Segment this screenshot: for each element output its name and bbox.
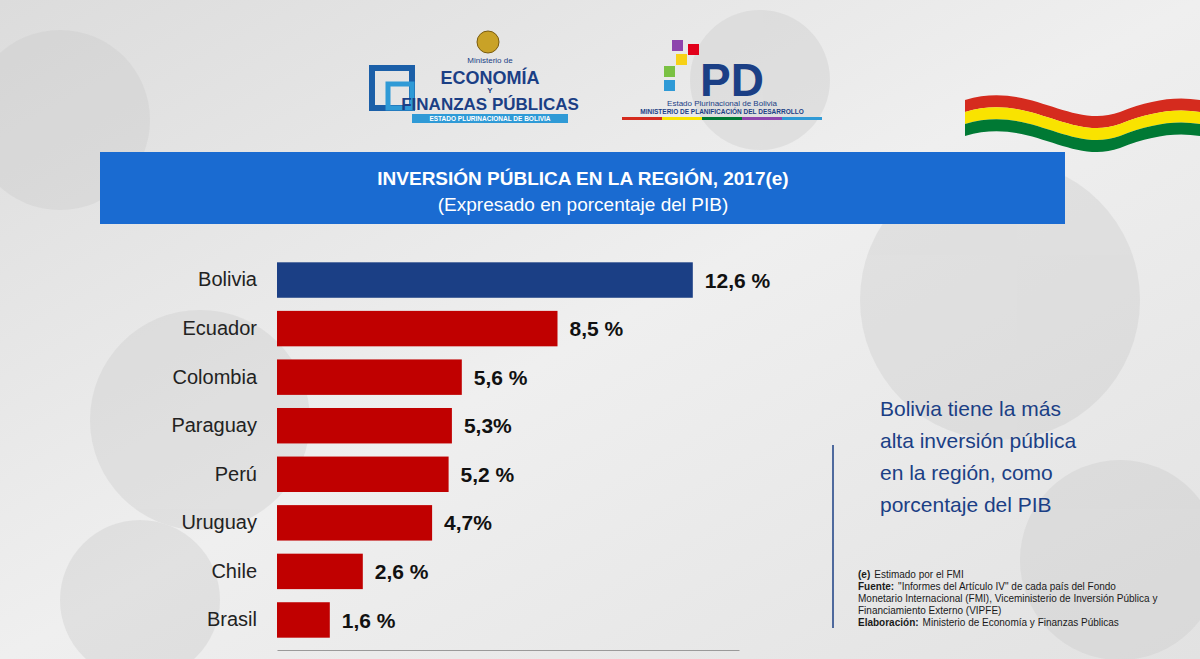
data-label: 5,6 % <box>474 366 528 389</box>
bar <box>277 554 363 589</box>
tick-label: Chile <box>211 560 257 582</box>
title-banner <box>100 152 1065 224</box>
bars <box>277 262 693 637</box>
axis-line <box>278 650 740 651</box>
data-label: 5,3% <box>464 414 512 437</box>
logo-rule <box>662 117 702 120</box>
logo-text: Estado Plurinacional de Bolivia <box>667 99 777 108</box>
logo-rule <box>622 117 662 120</box>
x-axis <box>278 650 740 651</box>
bar <box>277 359 462 394</box>
data-label: 8,5 % <box>570 317 624 340</box>
annotation-text: alta inversión pública <box>880 429 1076 452</box>
y-tick: Perú <box>215 463 257 485</box>
note-text: Estimado por el FMI <box>874 569 963 580</box>
data-label: 12,6 % <box>705 269 771 292</box>
logo-text: Ministerio de <box>467 56 513 65</box>
title: INVERSIÓN PÚBLICA EN LA REGIÓN, 2017(e) <box>377 168 788 189</box>
bar <box>277 262 693 297</box>
bar <box>277 505 432 540</box>
y-tick: Bolivia <box>198 268 258 290</box>
subtitle: (Expresado en porcentaje del PIB) <box>438 194 728 215</box>
logo-rule <box>742 117 782 120</box>
logo-text: Y <box>487 86 493 95</box>
logo-text: FINANZAS PÚBLICAS <box>401 95 579 114</box>
note: Elaboración: Ministerio de Economía y Fin… <box>858 617 1119 628</box>
logo-square <box>672 40 683 51</box>
decoration <box>60 520 220 659</box>
decoration <box>690 10 830 150</box>
y-tick: Brasil <box>207 608 257 630</box>
decoration <box>1020 460 1200 659</box>
tick-label: Ecuador <box>183 317 258 339</box>
y-tick: Chile <box>211 560 257 582</box>
notes: (e) Estimado por el FMIFuente: "Informes d… <box>858 569 1157 628</box>
annotation: Bolivia tiene la más alta inversión públi… <box>880 397 1076 516</box>
data-label: 5,2 % <box>461 463 515 486</box>
logo-square <box>664 66 675 77</box>
tick-label: Uruguay <box>181 511 257 533</box>
logo-square <box>664 80 675 91</box>
logo-text: ECONOMÍA <box>441 67 540 88</box>
note-text: Ministerio de Economía y Finanzas Públic… <box>923 617 1119 628</box>
tick-label: Colombia <box>173 366 258 388</box>
coat-of-arms <box>477 31 499 53</box>
background-decoration <box>0 10 1200 659</box>
note-label: Elaboración: <box>858 617 919 628</box>
note: (e) Estimado por el FMI <box>858 569 964 580</box>
annotation-text: en la región, como <box>880 461 1053 484</box>
y-tick: Uruguay <box>181 511 257 533</box>
bar <box>277 408 452 443</box>
logo-text: MINISTERIO DE PLANIFICACIÓN DEL DESARROL… <box>640 107 803 115</box>
y-tick: Colombia <box>173 366 258 388</box>
bar <box>277 602 330 637</box>
annotation-rule <box>832 445 834 628</box>
logo-strip <box>412 114 568 123</box>
annotation-text: Bolivia tiene la más <box>880 397 1061 420</box>
tick-label: Perú <box>215 463 257 485</box>
tick-label: Brasil <box>207 608 257 630</box>
bar <box>277 311 558 346</box>
note-label: (e) <box>858 569 870 580</box>
bar <box>277 457 449 492</box>
logo-planificacion: PDEstado Plurinacional de BoliviaMINISTE… <box>622 40 822 120</box>
note-text: "Informes del Artículo IV" de cada país … <box>898 581 1116 592</box>
data-labels: 12,6 % 8,5 % 5,6 % 5,3% 5,2 % 4,7% 2,6 % 1,6 % <box>342 269 771 632</box>
y-tick: Paraguay <box>171 414 257 436</box>
tick-label: Paraguay <box>171 414 257 436</box>
data-label: 2,6 % <box>375 560 429 583</box>
data-label: 1,6 % <box>342 609 396 632</box>
annotation-text: porcentaje del PIB <box>880 493 1052 516</box>
logo-economia: Ministerio de ECONOMÍAYFINANZAS PÚBLICASE… <box>372 31 579 123</box>
note-label: Fuente: <box>858 581 894 592</box>
logo-rule <box>782 117 822 120</box>
y-axis: Bolivia Ecuador Colombia Paraguay Perú Urugua… <box>171 268 258 630</box>
logo-square <box>688 44 699 55</box>
note-text: Financiamiento Externo (VIPFE) <box>858 605 1001 616</box>
flag-ribbon <box>965 95 1200 152</box>
note: Fuente: "Informes del Artículo IV" de cad… <box>858 581 1157 616</box>
y-tick: Ecuador <box>183 317 258 339</box>
data-label: 4,7% <box>444 511 492 534</box>
flag-stripe <box>965 119 1200 152</box>
note-text: Monetario Internacional (FMI), Viceminis… <box>858 593 1157 604</box>
logo-square <box>676 54 687 65</box>
logo-text: ESTADO PLURINACIONAL DE BOLIVIA <box>429 115 550 122</box>
logo-rule <box>702 117 742 120</box>
tick-label: Bolivia <box>198 268 258 290</box>
chart: Ministerio deECONOMÍAYFINANZAS PÚBLICASE… <box>0 0 1200 659</box>
